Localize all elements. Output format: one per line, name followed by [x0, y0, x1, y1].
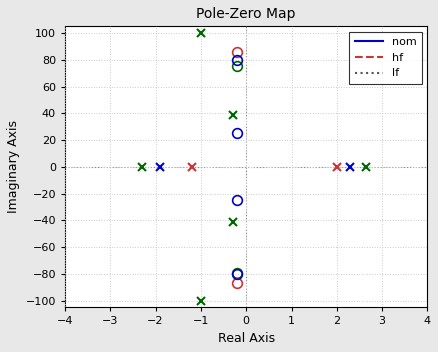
X-axis label: Real Axis: Real Axis: [218, 332, 275, 345]
Y-axis label: Imaginary Axis: Imaginary Axis: [7, 120, 20, 213]
Legend: nom, hf, lf: nom, hf, lf: [350, 32, 422, 84]
Title: Pole-Zero Map: Pole-Zero Map: [197, 7, 296, 21]
